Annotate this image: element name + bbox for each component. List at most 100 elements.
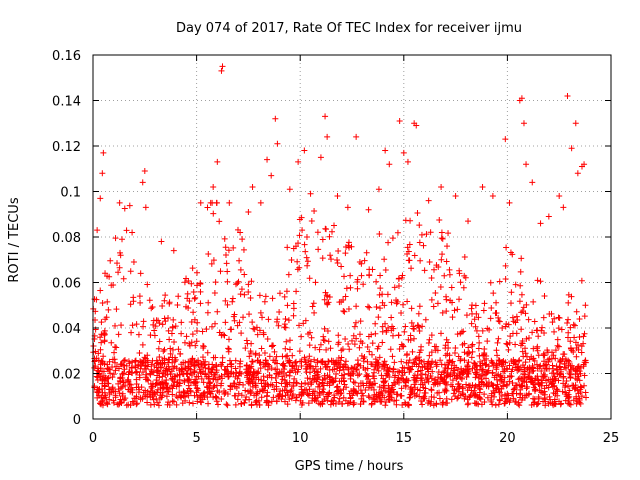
data-point [574, 387, 581, 394]
data-point [379, 339, 386, 346]
data-point [391, 359, 398, 366]
data-point [504, 341, 511, 348]
data-point [193, 338, 200, 345]
data-point [526, 356, 533, 363]
data-point [418, 231, 425, 238]
data-point [547, 379, 554, 386]
data-point [455, 353, 462, 360]
data-point [407, 394, 414, 401]
data-point [159, 373, 166, 380]
data-point [252, 350, 259, 357]
data-point [225, 345, 232, 352]
data-point [298, 333, 305, 340]
data-point [221, 235, 228, 242]
data-point [448, 381, 455, 388]
data-point [416, 239, 423, 246]
data-point [104, 365, 111, 372]
data-point [550, 352, 557, 359]
data-point [377, 398, 384, 405]
data-point [245, 208, 252, 215]
data-point [544, 347, 551, 354]
data-point [175, 346, 182, 353]
data-point [347, 394, 354, 401]
data-point [388, 314, 395, 321]
data-point [287, 359, 294, 366]
data-point [396, 346, 403, 353]
data-point [213, 369, 220, 376]
data-point [173, 393, 180, 400]
data-point [375, 314, 382, 321]
data-point [186, 342, 193, 349]
data-point [126, 202, 133, 209]
data-point [554, 392, 561, 399]
data-point [310, 300, 317, 307]
data-point [234, 322, 241, 329]
data-point [341, 273, 348, 280]
data-point [462, 393, 469, 400]
data-point [384, 364, 391, 371]
data-point [129, 398, 136, 405]
data-point [327, 401, 334, 408]
data-point [552, 375, 559, 382]
data-point [246, 311, 253, 318]
data-point [99, 170, 106, 177]
data-point [97, 400, 104, 407]
data-point [436, 395, 443, 402]
data-point [227, 361, 234, 368]
data-point [289, 383, 296, 390]
data-point [101, 338, 108, 345]
data-point [208, 323, 215, 330]
data-point [551, 315, 558, 322]
data-point [391, 374, 398, 381]
data-point [405, 248, 412, 255]
data-point [476, 394, 483, 401]
data-point [418, 398, 425, 405]
data-point [358, 395, 365, 402]
data-point [537, 278, 544, 285]
data-point [487, 279, 494, 286]
data-point [541, 358, 548, 365]
data-point [230, 380, 237, 387]
data-point [523, 301, 530, 308]
data-point [281, 366, 288, 373]
data-point [394, 229, 401, 236]
data-point [183, 390, 190, 397]
data-point [495, 335, 502, 342]
data-point [243, 394, 250, 401]
data-point [243, 337, 250, 344]
data-point [564, 320, 571, 327]
data-point [511, 385, 518, 392]
data-point [292, 358, 299, 365]
data-point [120, 379, 127, 386]
data-point [279, 387, 286, 394]
data-point [109, 374, 116, 381]
data-point [286, 346, 293, 353]
data-point [484, 325, 491, 332]
data-point [154, 359, 161, 366]
data-point [534, 345, 541, 352]
data-point [417, 367, 424, 374]
data-point [156, 353, 163, 360]
data-point [129, 386, 136, 393]
data-point [523, 335, 530, 342]
data-point [314, 229, 321, 236]
data-point [239, 236, 246, 243]
data-point [409, 348, 416, 355]
data-point [281, 293, 288, 300]
data-point [509, 380, 516, 387]
data-point [213, 398, 220, 405]
data-point [144, 281, 151, 288]
data-point [581, 161, 588, 168]
data-point [322, 360, 329, 367]
data-point [555, 343, 562, 350]
data-point [178, 330, 185, 337]
data-point [198, 399, 205, 406]
data-point [292, 369, 299, 376]
data-point [536, 363, 543, 370]
data-point [530, 355, 537, 362]
data-point [113, 306, 120, 313]
data-point [301, 356, 308, 363]
data-point [331, 222, 338, 229]
data-point [203, 373, 210, 380]
